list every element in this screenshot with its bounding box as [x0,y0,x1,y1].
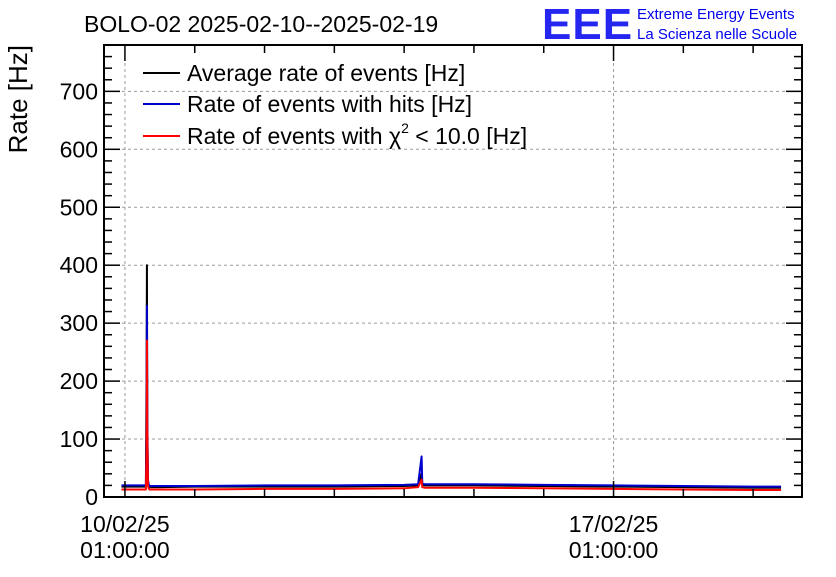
y-tick-label: 600 [60,136,98,162]
y-tick-label: 500 [60,194,98,220]
eee-logo-line1: Extreme Energy Events [637,6,795,23]
legend-label-1: Average rate of events [Hz] [187,60,465,86]
y-axis-label: Rate [Hz] [3,45,33,153]
y-tick-label: 700 [60,78,98,104]
legend: Average rate of events [Hz] Rate of event… [143,60,527,149]
series-line-3 [121,339,782,492]
y-tick-label: 100 [60,426,98,452]
y-tick-label: 400 [60,252,98,278]
eee-logo: EEE Extreme Energy Events La Scienza nel… [542,0,797,49]
tick-labels: 010020030040050060070010/02/2501:00:0017… [60,78,659,563]
legend-label-3: Rate of events with χ2 < 10.0 [Hz] [187,120,527,149]
series-lines [121,264,782,492]
axes [103,44,803,498]
x-tick-label-date: 10/02/25 [80,511,170,537]
x-tick-label-time: 01:00:00 [80,537,170,563]
chart-title: BOLO-02 2025-02-10--2025-02-19 [84,11,438,37]
grid-lines [104,45,802,497]
legend-label-2: Rate of events with hits [Hz] [187,91,472,117]
y-tick-label: 300 [60,310,98,336]
eee-logo-line2: La Scienza nelle Scuole [637,26,797,43]
plot-frame [103,44,803,498]
x-tick-label-date: 17/02/25 [569,511,659,537]
tick-marks [104,44,802,498]
y-tick-label: 0 [85,484,98,510]
x-tick-label-time: 01:00:00 [569,537,659,563]
y-tick-label: 200 [60,368,98,394]
eee-logo-letters: EEE [542,0,633,49]
